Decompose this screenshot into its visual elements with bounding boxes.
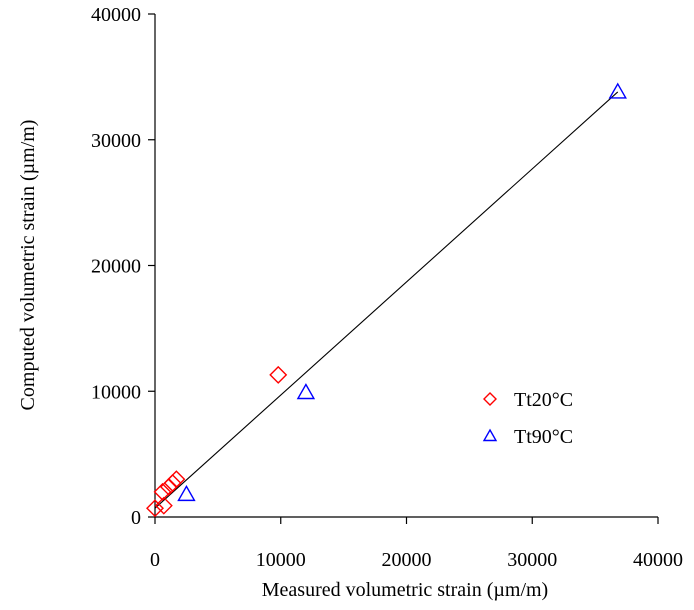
- data-points: [146, 82, 627, 518]
- diamond-marker: [269, 365, 288, 384]
- y-tick-label: 20000: [91, 256, 141, 278]
- triangle-marker: [608, 82, 627, 99]
- triangle-marker: [296, 383, 316, 400]
- fit-line-group: [154, 91, 619, 509]
- diamond-marker: [163, 474, 182, 493]
- x-tick-label: 10000: [256, 549, 306, 571]
- diamond-marker: [146, 499, 164, 518]
- diamond-marker: [154, 496, 173, 515]
- x-tick-label: 20000: [382, 549, 432, 571]
- triangle-marker: [482, 428, 498, 442]
- fit-line: [154, 91, 619, 509]
- x-axis-label: Measured volumetric strain (µm/m): [262, 579, 548, 601]
- x-tick-label: 30000: [507, 549, 557, 571]
- diamond-marker: [153, 482, 172, 501]
- triangle-marker: [177, 484, 196, 502]
- y-tick-label: 0: [131, 507, 141, 529]
- diamond-marker: [167, 470, 186, 489]
- legend: Tt20°C Tt90°C: [482, 389, 573, 448]
- ticks: 0 10000 20000 30000 40000 0 10000 20000 30000 400…: [91, 4, 683, 571]
- axes: [154, 14, 658, 518]
- x-tick-label: 0: [150, 549, 160, 571]
- y-tick-label: 40000: [91, 4, 141, 26]
- diamond-marker: [483, 392, 497, 406]
- y-axis-label: Computed volumetric strain (µm/m): [17, 120, 39, 411]
- x-tick-label: 40000: [633, 549, 683, 571]
- legend-label: Tt20°C: [514, 389, 573, 411]
- y-tick-label: 30000: [91, 130, 141, 152]
- y-tick-label: 10000: [91, 381, 141, 403]
- legend-label: Tt90°C: [514, 426, 573, 448]
